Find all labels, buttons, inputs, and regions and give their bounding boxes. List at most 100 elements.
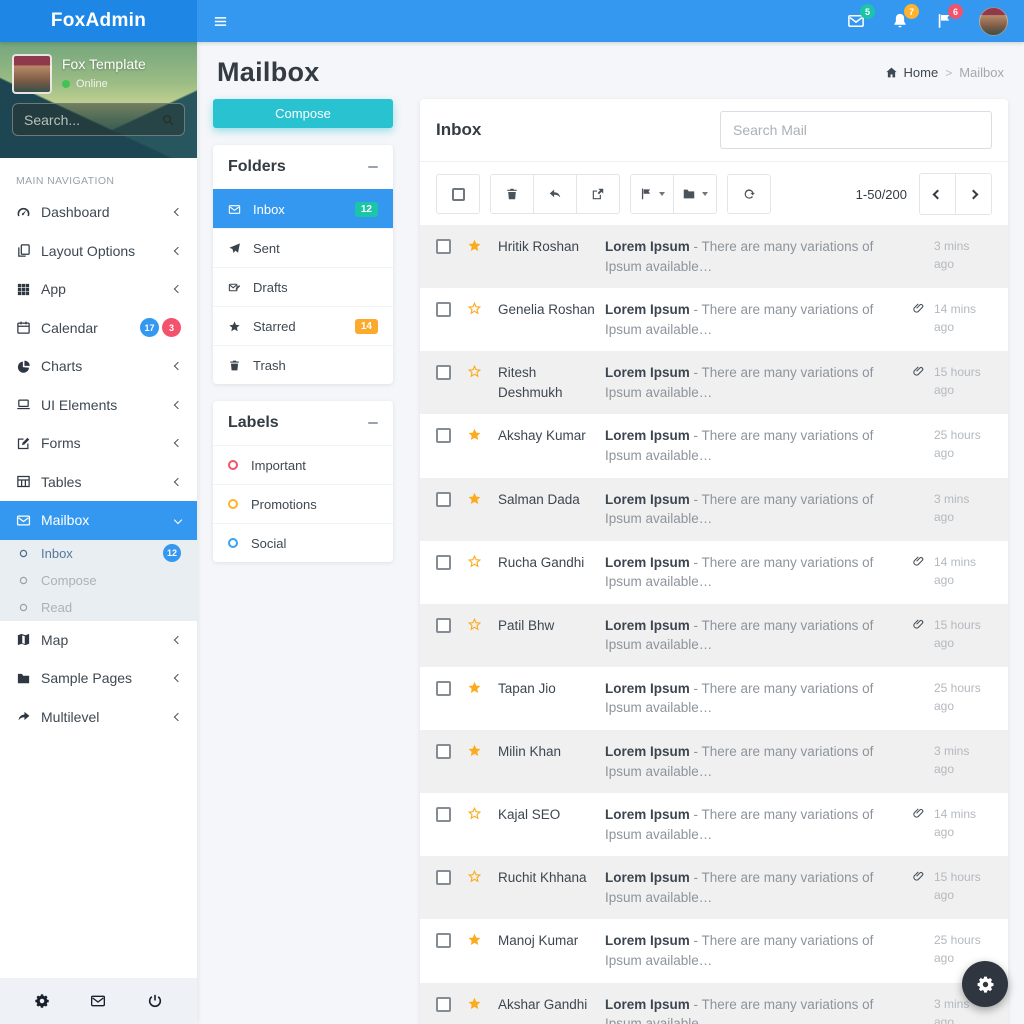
star-filled-icon[interactable] (467, 238, 484, 253)
sidebar-item-ui-elements[interactable]: UI Elements (0, 386, 197, 425)
sidebar-item-multilevel[interactable]: Multilevel (0, 698, 197, 737)
move-to-folder-dropdown-button[interactable] (673, 174, 717, 214)
star-filled-icon[interactable] (467, 680, 484, 695)
mail-row[interactable]: Tapan Jio Lorem Ipsum - There are many va… (420, 667, 1008, 730)
mail-row[interactable]: Patil Bhw Lorem Ipsum - There are many va… (420, 603, 1008, 667)
messages-icon[interactable]: 5 (847, 4, 875, 30)
menu-toggle-icon[interactable] (213, 14, 228, 29)
sidebar-subitem-read[interactable]: Read (0, 594, 197, 621)
user-avatar[interactable] (979, 6, 1008, 36)
row-checkbox[interactable] (436, 365, 451, 381)
reply-button[interactable] (533, 174, 577, 214)
brand-logo[interactable]: FoxAdmin (0, 0, 197, 42)
sidebar-search-button[interactable] (161, 113, 175, 127)
sidebar-subitem-compose[interactable]: Compose (0, 567, 197, 594)
mail-row[interactable]: Salman Dada Lorem Ipsum - There are many … (420, 477, 1008, 541)
star-filled-icon[interactable] (467, 427, 484, 442)
breadcrumb-home[interactable]: Home (885, 65, 938, 80)
row-checkbox[interactable] (436, 744, 451, 759)
star-filled-icon[interactable] (467, 743, 484, 758)
flags-icon[interactable]: 6 (935, 4, 963, 30)
sidebar-subitem-inbox[interactable]: Inbox 12 (0, 540, 197, 567)
sender-name[interactable]: Genelia Roshan (498, 302, 595, 318)
select-all-button[interactable] (436, 174, 480, 214)
row-checkbox[interactable] (436, 870, 451, 886)
sidebar-item-charts[interactable]: Charts (0, 347, 197, 386)
sender-name[interactable]: Rucha Gandhi (498, 554, 585, 570)
logout-icon[interactable] (147, 993, 163, 1009)
star-outline-icon[interactable] (467, 617, 484, 632)
star-filled-icon[interactable] (467, 932, 484, 947)
mail-row[interactable]: Ritesh Deshmukh Lorem Ipsum - There are m… (420, 351, 1008, 415)
sender-name[interactable]: Hritik Roshan (498, 239, 580, 254)
flag-dropdown-button[interactable] (630, 174, 674, 214)
label-item-important[interactable]: Important (213, 445, 393, 484)
sidebar-item-layout-options[interactable]: Layout Options (0, 232, 197, 271)
star-outline-icon[interactable] (467, 554, 484, 569)
sender-name[interactable]: Ruchit Khhana (498, 870, 587, 886)
mail-row[interactable]: Manoj Kumar Lorem Ipsum - There are many … (420, 919, 1008, 982)
messages-icon[interactable] (90, 993, 106, 1009)
mail-row[interactable]: Akshar Gandhi Lorem Ipsum - There are man… (420, 982, 1008, 1024)
star-outline-icon[interactable] (467, 806, 484, 821)
collapse-minus-icon[interactable] (368, 422, 378, 424)
row-checkbox[interactable] (436, 491, 451, 507)
mail-row[interactable]: Akshay Kumar Lorem Ipsum - There are many… (420, 414, 1008, 477)
row-checkbox[interactable] (436, 617, 451, 633)
row-checkbox[interactable] (436, 680, 451, 696)
forward-button[interactable] (576, 174, 620, 214)
sidebar-item-sample-pages[interactable]: Sample Pages (0, 659, 197, 698)
next-page-button[interactable] (955, 173, 992, 215)
folder-item-trash[interactable]: Trash (213, 345, 393, 384)
sender-name[interactable]: Patil Bhw (498, 617, 555, 633)
collapse-minus-icon[interactable] (368, 166, 378, 168)
label-item-promotions[interactable]: Promotions (213, 484, 393, 523)
row-checkbox[interactable] (436, 996, 451, 1012)
mail-row[interactable]: Genelia Roshan Lorem Ipsum - There are ma… (420, 288, 1008, 351)
row-checkbox[interactable] (436, 428, 451, 444)
sender-name[interactable]: Akshar Gandhi (498, 996, 588, 1012)
sender-name[interactable]: Akshay Kumar (498, 428, 586, 444)
sender-name[interactable]: Manoj Kumar (498, 933, 579, 949)
folder-item-drafts[interactable]: Drafts (213, 267, 393, 306)
mail-row[interactable]: Rucha Gandhi Lorem Ipsum - There are many… (420, 541, 1008, 604)
star-outline-icon[interactable] (467, 364, 484, 379)
mail-row[interactable]: Kajal SEO Lorem Ipsum - There are many va… (420, 793, 1008, 856)
row-checkbox[interactable] (436, 239, 451, 254)
sender-name[interactable]: Milin Khan (498, 744, 562, 759)
sidebar-item-app[interactable]: App (0, 270, 197, 309)
sidebar-search-input[interactable] (22, 110, 161, 129)
mail-row[interactable]: Milin Khan Lorem Ipsum - There are many v… (420, 730, 1008, 794)
compose-button[interactable]: Compose (213, 99, 393, 128)
sidebar-item-mailbox[interactable]: Mailbox (0, 501, 197, 540)
delete-button[interactable] (490, 174, 534, 214)
notifications-icon[interactable]: 7 (891, 4, 919, 30)
star-filled-icon[interactable] (467, 996, 484, 1011)
sidebar-item-forms[interactable]: Forms (0, 424, 197, 463)
star-filled-icon[interactable] (467, 491, 484, 506)
settings-fab[interactable] (962, 961, 1008, 1007)
mail-row[interactable]: Ruchit Khhana Lorem Ipsum - There are man… (420, 856, 1008, 920)
sidebar-item-calendar[interactable]: Calendar 17 3 (0, 309, 197, 348)
row-checkbox[interactable] (436, 933, 451, 949)
sender-name[interactable]: Tapan Jio (498, 680, 556, 696)
row-checkbox[interactable] (436, 807, 451, 823)
star-outline-icon[interactable] (467, 869, 484, 884)
mail-search-input[interactable] (720, 111, 992, 149)
folder-item-starred[interactable]: Starred 14 (213, 306, 393, 345)
prev-page-button[interactable] (919, 173, 956, 215)
sender-name[interactable]: Kajal SEO (498, 807, 561, 823)
sender-name[interactable]: Salman Dada (498, 491, 580, 507)
settings-icon[interactable] (34, 993, 50, 1009)
sidebar-item-dashboard[interactable]: Dashboard (0, 193, 197, 232)
sender-name[interactable]: Ritesh Deshmukh (498, 365, 563, 400)
star-outline-icon[interactable] (467, 301, 484, 316)
row-checkbox[interactable] (436, 302, 451, 318)
folder-item-sent[interactable]: Sent (213, 228, 393, 267)
sidebar-item-map[interactable]: Map (0, 621, 197, 660)
refresh-button[interactable] (727, 174, 771, 214)
folder-item-inbox[interactable]: Inbox 12 (213, 189, 393, 228)
row-checkbox[interactable] (436, 554, 451, 570)
sidebar-item-tables[interactable]: Tables (0, 463, 197, 502)
mail-row[interactable]: Hritik Roshan Lorem Ipsum - There are man… (420, 225, 1008, 289)
